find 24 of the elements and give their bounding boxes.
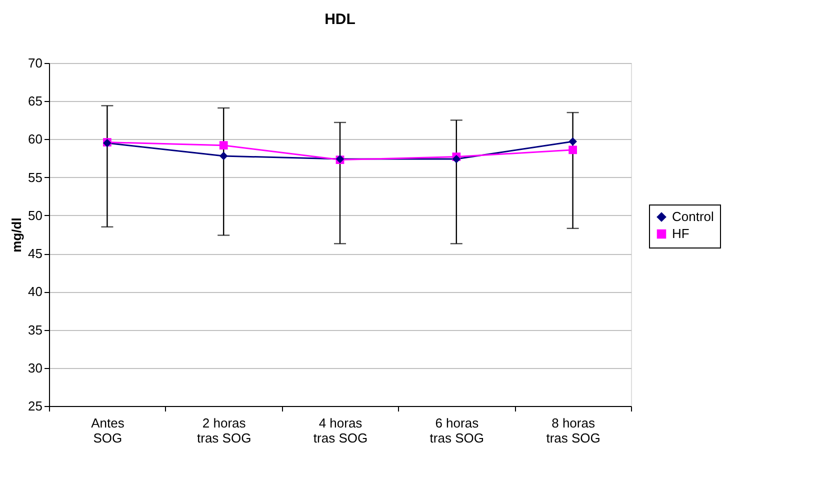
x-tick-label: 2 horas tras SOG	[197, 416, 252, 446]
point	[568, 146, 577, 154]
y-tick-label: 55	[28, 170, 42, 185]
x-tick-label: 6 horas tras SOG	[430, 416, 484, 446]
legend-label: Control	[672, 209, 714, 224]
chart-title: HDL	[324, 11, 356, 28]
y-tick-label: 60	[28, 132, 42, 147]
point	[219, 141, 228, 150]
point	[219, 152, 228, 160]
y-tick-label: 70	[28, 56, 42, 70]
x-tick-label: Antes SOG	[91, 416, 125, 446]
y-tick-label: 25	[28, 398, 42, 414]
x-tick-label: 4 horas tras SOG	[313, 416, 368, 446]
point	[452, 154, 461, 164]
y-tick-label: 30	[28, 360, 42, 376]
x-tick-label: 8 horas tras SOG	[546, 416, 600, 446]
y-axis-title: mg/dl	[9, 218, 24, 252]
legend-label: HF	[672, 226, 690, 241]
y-tick-label: 45	[28, 246, 42, 262]
y-tick-label: 50	[28, 208, 42, 223]
y-tick-label: 40	[28, 284, 42, 300]
point	[568, 137, 577, 146]
y-tick-label: 65	[28, 94, 42, 109]
y-tick-label: 35	[28, 322, 42, 338]
